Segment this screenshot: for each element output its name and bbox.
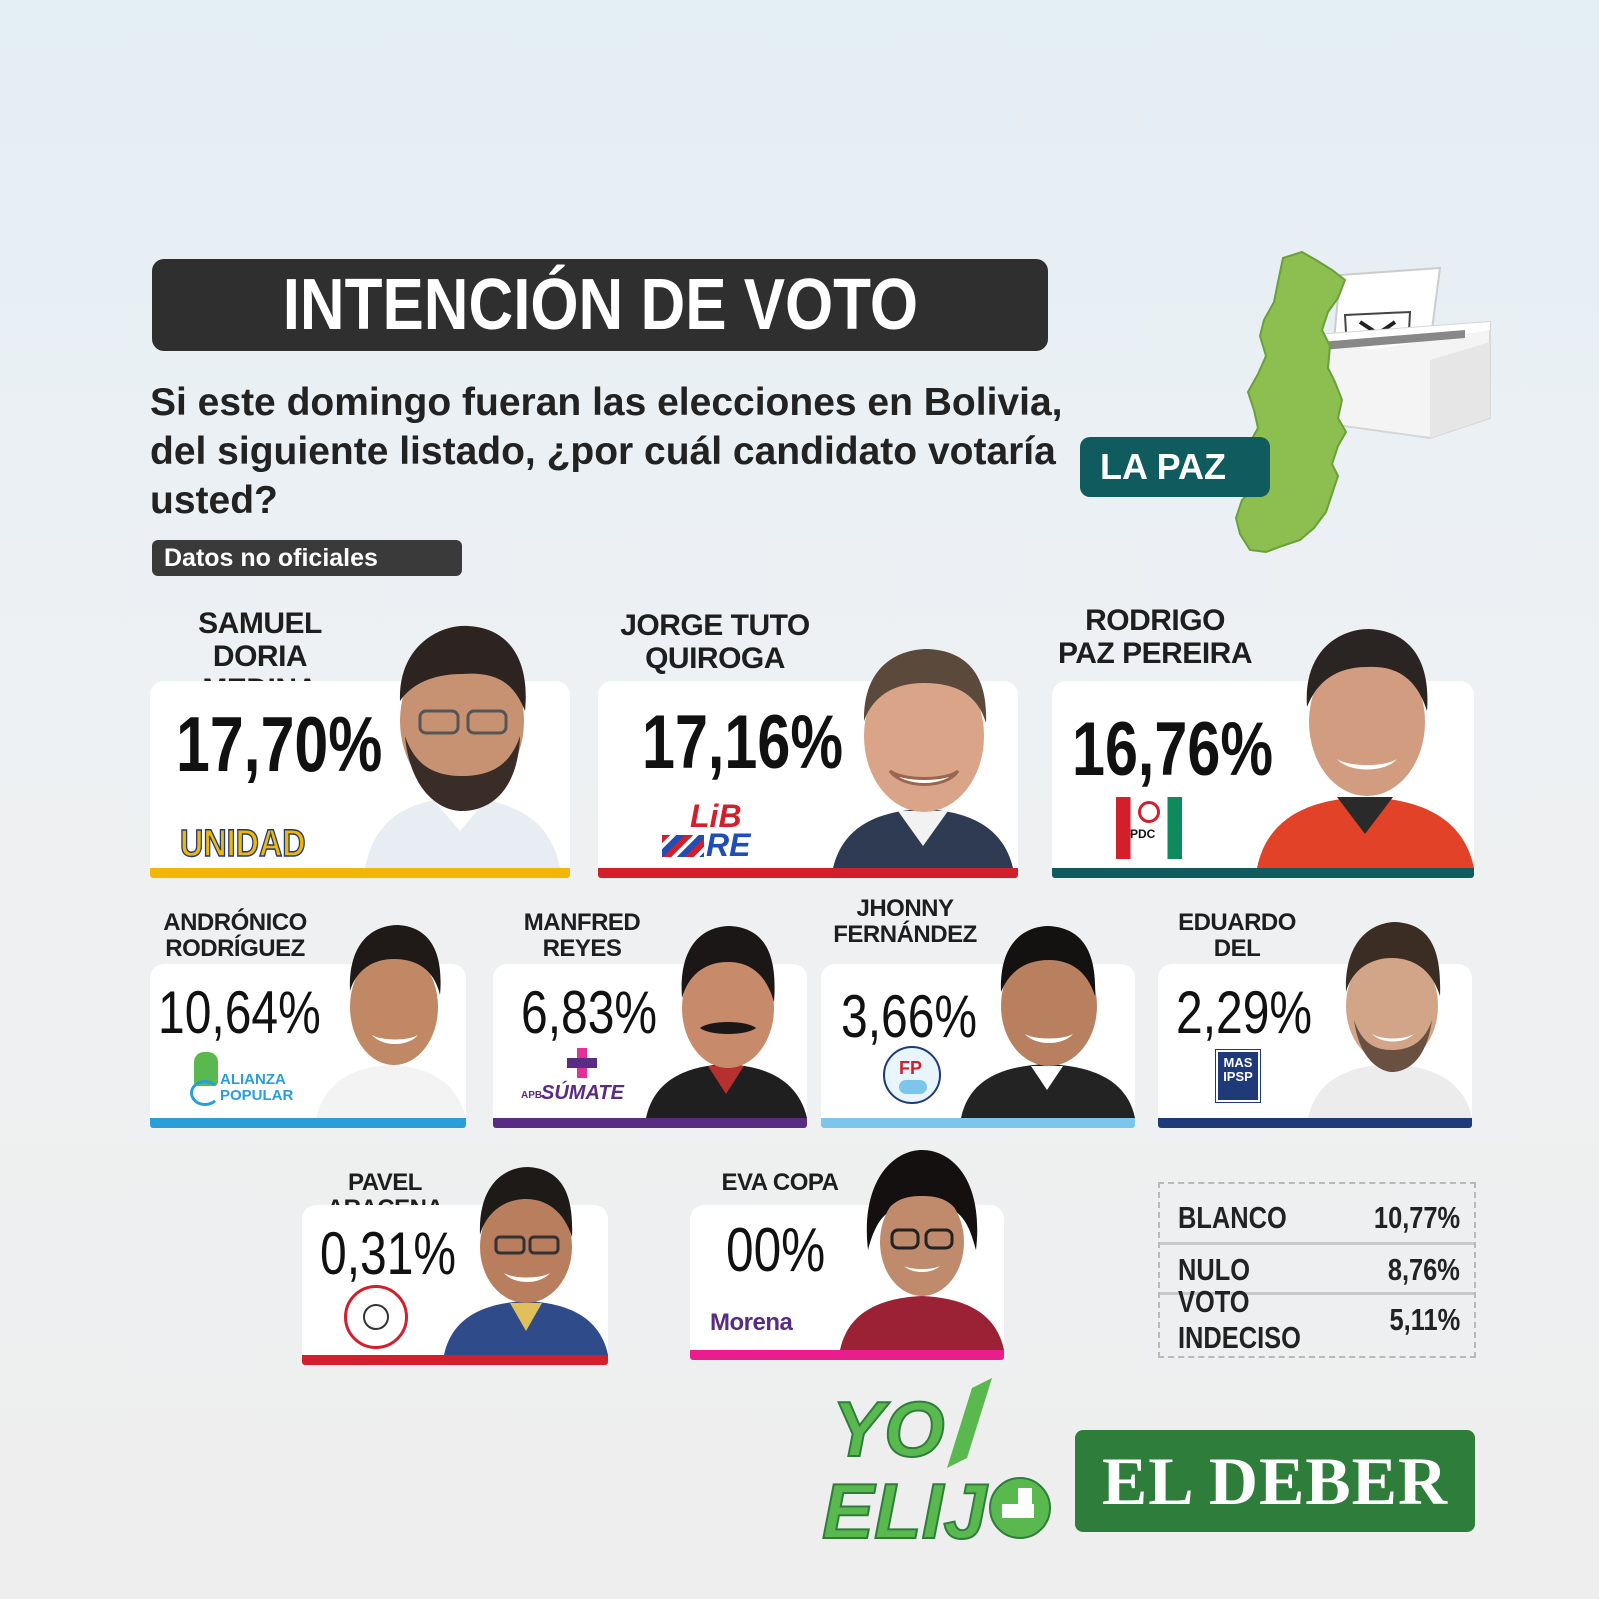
candidate-pct-quiroga: 17,16% <box>642 700 844 785</box>
party-logo-pdc: PDC <box>1116 797 1182 859</box>
candidate-pct-doria-medina: 17,70% <box>176 700 383 788</box>
svg-text:YO: YO <box>832 1385 945 1473</box>
candidate-pct-copa: 00% <box>726 1216 826 1285</box>
svg-text:ELIJ: ELIJ <box>822 1467 988 1548</box>
candidate-color-bar <box>1052 868 1474 878</box>
candidate-photo-jhonny <box>961 910 1135 1118</box>
candidate-name-copa: EVA COPA <box>721 1169 839 1196</box>
candidate-pct-andronico: 10,64% <box>158 979 321 1046</box>
candidate-pct-castillo: 2,29% <box>1176 979 1313 1046</box>
party-logo-morena: Morena <box>710 1309 793 1336</box>
candidate-pct-aracena: 0,31% <box>320 1220 457 1287</box>
candidate-name-andronico: ANDRÓNICO RODRÍGUEZ <box>163 909 307 962</box>
candidate-card-castillo: 2,29% MAS IPSP <box>1158 922 1472 1128</box>
party-logo-mas-ipsp: MAS IPSP <box>1215 1049 1261 1103</box>
survey-question: Si este domingo fueran las elecciones en… <box>150 381 1063 522</box>
region-badge: LA PAZ <box>1080 437 1270 497</box>
party-logo-sumate: APB SÚMATE <box>521 1048 631 1110</box>
candidate-card-paz-pereira: 16,76% PDC <box>1052 629 1474 878</box>
candidate-photo-castillo <box>1308 916 1472 1118</box>
other-results-table: BLANCO 10,77% NULO 8,76% VOTO INDECISO 5… <box>1158 1182 1476 1358</box>
candidate-photo-quiroga <box>828 631 1018 868</box>
candidate-pct-jhonny: 3,66% <box>841 983 978 1050</box>
candidate-name-quiroga: JORGE TUTO QUIROGA <box>620 609 810 675</box>
candidate-name-paz-pereira: RODRIGO PAZ PEREIRA <box>1058 604 1252 670</box>
candidate-name-jhonny: JHONNY FERNÁNDEZ <box>833 895 977 948</box>
candidate-card-aracena: 0,31% <box>302 1167 608 1365</box>
yo-elijo-logo: YO ELIJ <box>821 1378 1062 1556</box>
party-logo-alianza-popular: ALIANZA POPULAR <box>190 1052 300 1110</box>
unofficial-data-badge: Datos no oficiales <box>152 540 462 576</box>
candidate-color-bar <box>150 868 570 878</box>
result-row-blanco: BLANCO 10,77% <box>1178 1200 1460 1235</box>
ballot-box-icon <box>1314 266 1491 440</box>
candidate-card-jhonny: 3,66% FP <box>821 926 1135 1128</box>
page-title: INTENCIÓN DE VOTO <box>282 265 918 345</box>
candidate-color-bar <box>1158 1118 1472 1128</box>
el-deber-logo: EL DEBER <box>1075 1430 1475 1532</box>
party-logo-unidad: UNIDAD <box>179 822 306 866</box>
candidate-pct-manfred: 6,83% <box>521 979 658 1046</box>
row-divider <box>1160 1242 1474 1245</box>
candidate-photo-doria-medina <box>350 616 570 868</box>
candidate-color-bar <box>821 1118 1135 1128</box>
title-banner: INTENCIÓN DE VOTO <box>152 259 1048 351</box>
party-logo-libre: LiB RE <box>662 800 782 863</box>
candidate-card-doria-medina: 17,70% UNIDAD <box>150 625 570 878</box>
la-paz-department-shape <box>1234 250 1348 554</box>
result-row-indeciso: VOTO INDECISO 5,11% <box>1178 1284 1460 1355</box>
candidate-color-bar <box>690 1350 1004 1360</box>
candidate-photo-aracena <box>444 1161 608 1355</box>
candidate-photo-andronico <box>316 919 466 1118</box>
candidate-color-bar <box>150 1118 466 1128</box>
candidate-pct-paz-pereira: 16,76% <box>1072 707 1274 792</box>
candidate-card-copa: 00% Morena <box>690 1150 1004 1360</box>
candidate-card-andronico: 10,64% ALIANZA POPULAR <box>150 925 466 1128</box>
candidate-color-bar <box>598 868 1018 878</box>
party-logo-libertad-progreso <box>344 1285 408 1349</box>
party-logo-fp: FP <box>883 1046 941 1104</box>
result-row-nulo: NULO 8,76% <box>1178 1252 1460 1287</box>
candidate-color-bar <box>493 1118 807 1128</box>
la-paz-map-illustration <box>1070 250 1510 560</box>
candidate-color-bar <box>302 1355 608 1365</box>
row-divider <box>1160 1292 1474 1295</box>
candidate-card-manfred: 6,83% APB SÚMATE <box>493 926 807 1128</box>
candidate-photo-manfred <box>646 922 807 1118</box>
candidate-photo-copa <box>840 1140 1004 1350</box>
arm-icon <box>899 1080 927 1094</box>
candidate-card-quiroga: 17,16% LiB RE <box>598 649 1018 878</box>
candidate-photo-paz-pereira <box>1257 619 1474 868</box>
